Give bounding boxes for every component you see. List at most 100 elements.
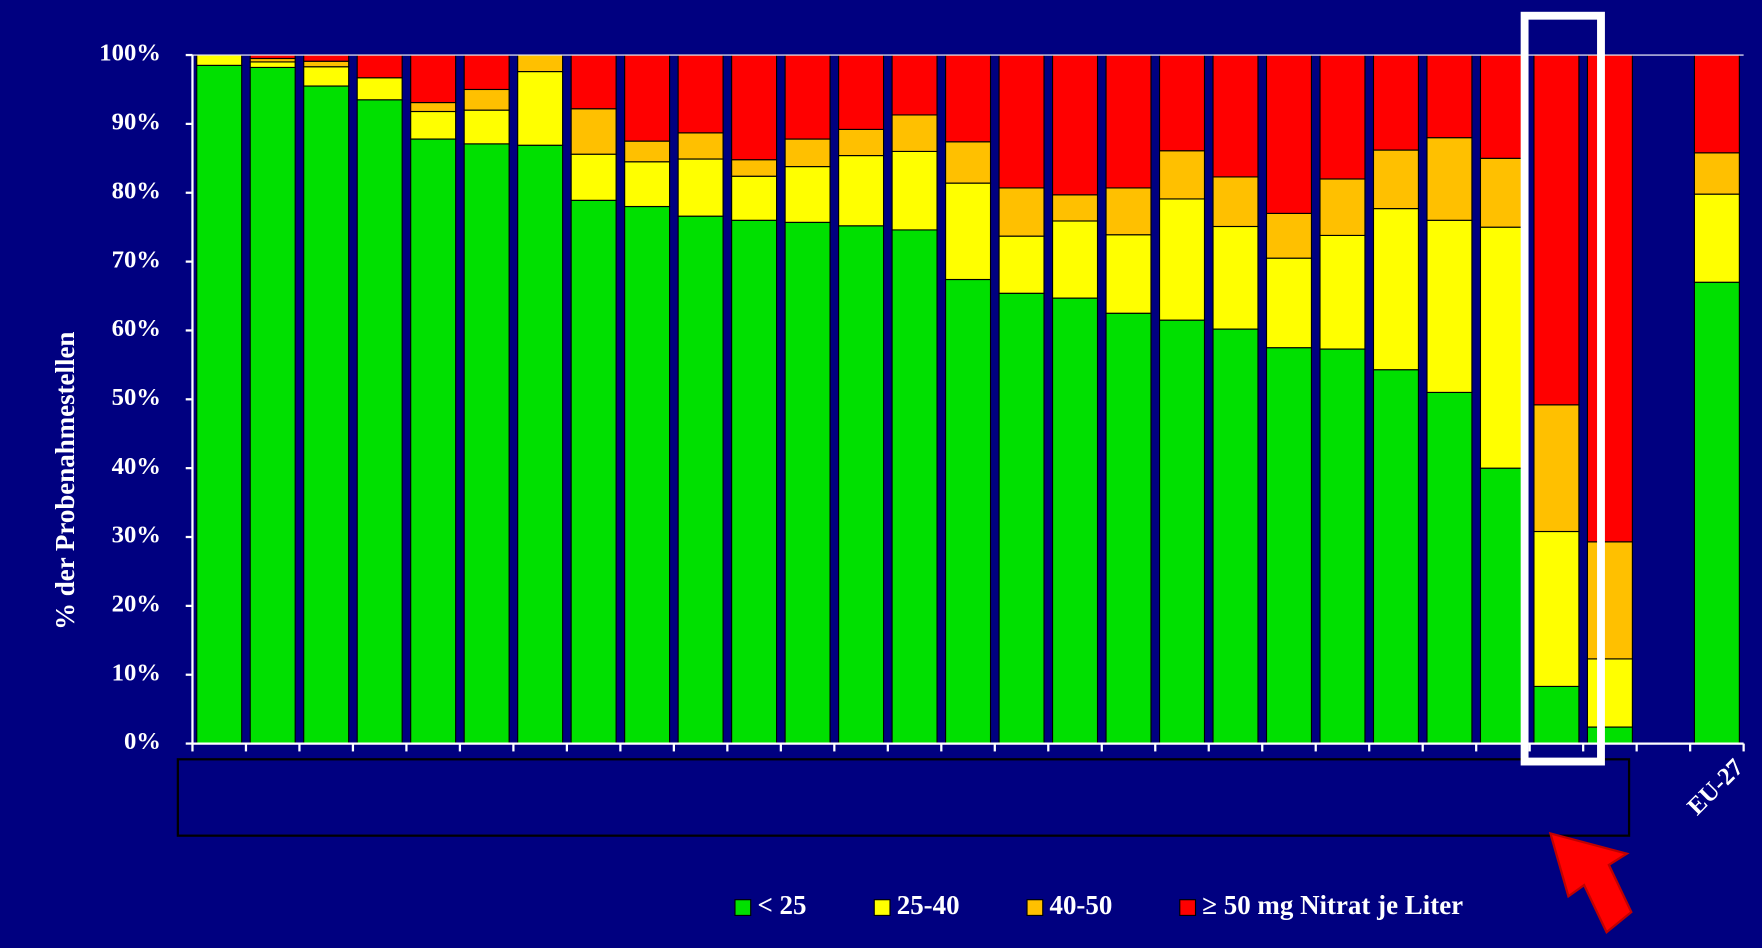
- bar-segment: [891, 229, 938, 745]
- bar-segment: [784, 54, 831, 140]
- bar-segment: [677, 54, 724, 134]
- bar-segment: [1265, 347, 1313, 745]
- bar-segment: [303, 85, 350, 745]
- bar-segment: [998, 235, 1045, 294]
- legend-swatch: [734, 899, 752, 916]
- bar-segment: [1533, 54, 1580, 406]
- bar-segment: [1372, 369, 1419, 745]
- bar-segment: [570, 199, 617, 745]
- bar-segment: [1158, 150, 1206, 200]
- y-tick-label: 30%: [112, 522, 161, 549]
- bar-segment: [463, 109, 510, 145]
- bar-segment: [677, 132, 724, 160]
- bar-segment: [1479, 467, 1526, 745]
- bar-segment: [998, 292, 1045, 745]
- y-tick-label: 10%: [112, 659, 161, 686]
- bar-segment: [1533, 685, 1580, 745]
- bar-segment: [410, 54, 457, 104]
- bar-segment: [1693, 54, 1740, 154]
- bar-segment: [356, 99, 403, 745]
- bar-segment: [517, 71, 564, 146]
- bar-segment: [1319, 54, 1366, 180]
- bar-segment: [1212, 54, 1259, 178]
- highlight-frame: [1520, 11, 1605, 766]
- bar-segment: [1586, 541, 1633, 660]
- bar-segment: [891, 114, 938, 152]
- bar-segment: [196, 54, 243, 66]
- bar-segment: [303, 60, 350, 68]
- label-box: [176, 758, 1631, 837]
- bar-segment: [891, 54, 938, 116]
- legend-label: < 25: [757, 890, 806, 920]
- bar-segment: [1319, 348, 1366, 745]
- bar-segment: [517, 144, 564, 745]
- bar-segment: [1052, 54, 1099, 196]
- y-tick-label: 20%: [112, 591, 161, 618]
- y-tick-label: 90%: [112, 109, 161, 136]
- bar-segment: [1426, 137, 1473, 221]
- bar-segment: [1533, 404, 1580, 533]
- bar-segment: [1265, 212, 1313, 259]
- bar-segment: [1052, 194, 1099, 222]
- bar-segment: [891, 150, 938, 231]
- bar-segment: [1426, 54, 1473, 139]
- bar-segment: [838, 225, 885, 745]
- bar-segment: [1479, 54, 1526, 159]
- bar-segment: [1052, 297, 1099, 745]
- bar-segment: [303, 66, 350, 87]
- bar-segment: [463, 88, 510, 111]
- bar-segment: [463, 143, 510, 745]
- bar-segment: [677, 215, 724, 745]
- bar-segment: [1158, 54, 1206, 152]
- bar-segment: [410, 138, 457, 745]
- y-tick-label: 70%: [112, 246, 161, 273]
- bar-segment: [731, 219, 778, 745]
- bar-segment: [1586, 726, 1633, 745]
- bar-segment: [463, 54, 510, 91]
- bar-segment: [731, 159, 778, 177]
- bar-segment: [1158, 319, 1206, 745]
- bar-segment: [1265, 54, 1313, 214]
- bar-segment: [1586, 658, 1633, 728]
- bar-segment: [1693, 152, 1740, 195]
- bar-segment: [945, 141, 992, 184]
- bar-segment: [945, 54, 992, 143]
- legend-swatch: [873, 899, 891, 916]
- bar-segment: [1105, 312, 1152, 745]
- bar-segment: [249, 66, 296, 745]
- bar-segment: [624, 54, 671, 142]
- bar-segment: [1212, 328, 1259, 745]
- y-tick-label: 60%: [112, 315, 161, 342]
- bar-segment: [1426, 219, 1473, 393]
- bar-segment: [838, 155, 885, 227]
- bar-segment: [998, 187, 1045, 237]
- bar-segment: [1693, 281, 1740, 745]
- bar-segment: [731, 54, 778, 161]
- bar-segment: [570, 54, 617, 110]
- bar-segment: [838, 128, 885, 157]
- y-axis-label: % der Probenahmestellen: [50, 332, 80, 630]
- legend-label: 25-40: [897, 890, 960, 920]
- y-tick-label: 50%: [112, 384, 161, 411]
- bar-segment: [945, 182, 992, 281]
- bar-segment: [838, 54, 885, 130]
- bar-segment: [624, 161, 671, 208]
- bar-segment: [1105, 234, 1152, 314]
- bar-segment: [624, 140, 671, 163]
- bar-segment: [1372, 208, 1419, 371]
- bar-segment: [945, 278, 992, 745]
- bar-segment: [784, 221, 831, 745]
- bar-segment: [303, 54, 350, 62]
- bar-segment: [998, 54, 1045, 189]
- bar-segment: [1052, 220, 1099, 299]
- bar-segment: [570, 153, 617, 201]
- bar-segment: [196, 64, 243, 745]
- bar-segment: [1372, 149, 1419, 210]
- bar-segment: [1693, 193, 1740, 283]
- legend-label: ≥ 50 mg Nitrat je Liter: [1202, 890, 1463, 920]
- y-tick-label: 0%: [124, 728, 161, 755]
- bar-segment: [1265, 257, 1313, 349]
- y-tick-label: 80%: [112, 177, 161, 204]
- bar-segment: [1212, 225, 1259, 330]
